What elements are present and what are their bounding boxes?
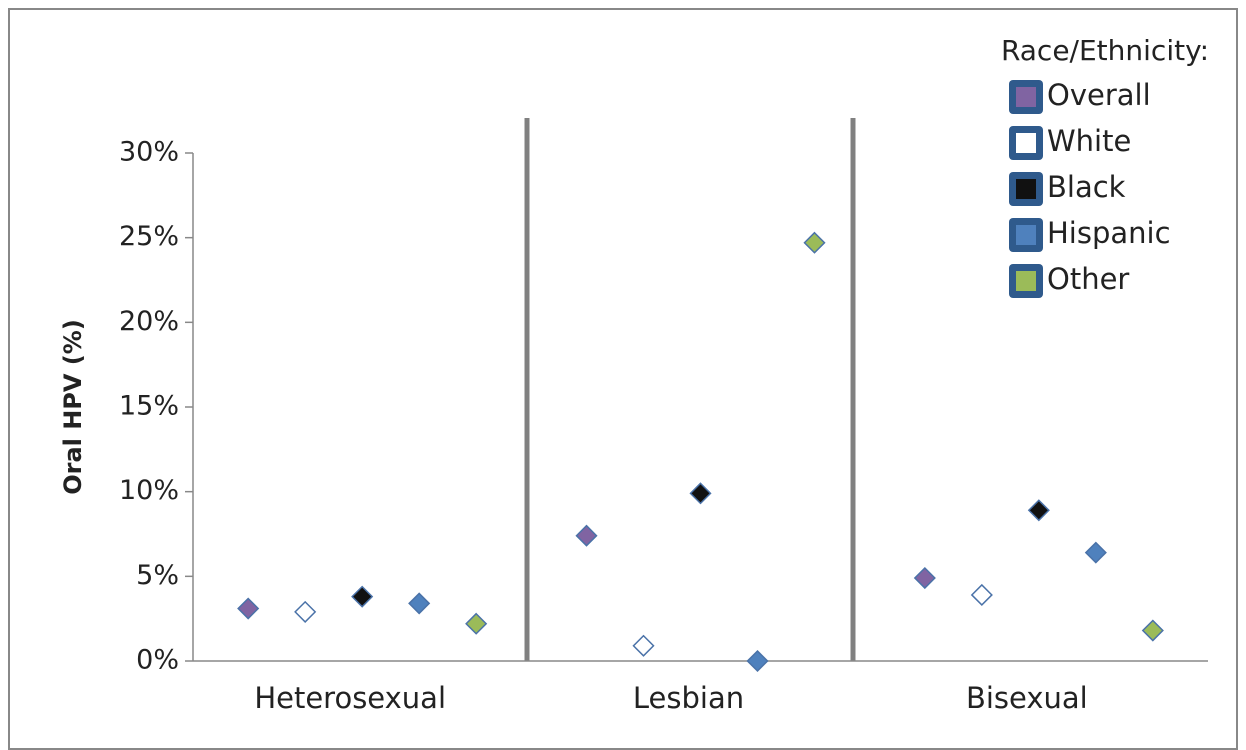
legend-label: White xyxy=(1047,124,1131,158)
legend-swatch xyxy=(1014,223,1038,247)
data-point xyxy=(408,592,431,615)
legend-label: Other xyxy=(1047,262,1129,296)
data-point xyxy=(351,585,374,608)
data-point xyxy=(632,634,655,657)
data-point xyxy=(1027,499,1050,522)
data-point xyxy=(237,597,260,620)
y-tick-label: 0% xyxy=(136,645,179,676)
data-point xyxy=(689,482,712,505)
data-point xyxy=(294,600,317,623)
y-tick-label: 10% xyxy=(119,475,179,506)
legend-label: Hispanic xyxy=(1047,216,1171,250)
legend-swatch xyxy=(1014,85,1038,109)
y-tick-label: 15% xyxy=(119,391,179,422)
data-point xyxy=(1141,619,1164,642)
data-point xyxy=(803,231,826,254)
y-tick-label: 5% xyxy=(136,560,179,591)
y-tick-label: 25% xyxy=(119,221,179,252)
x-tick-label: Heterosexual xyxy=(254,681,446,715)
legend-label: Overall xyxy=(1047,78,1151,112)
legend-swatch xyxy=(1014,269,1038,293)
data-point xyxy=(1084,541,1107,564)
data-point xyxy=(913,566,936,590)
legend-swatch xyxy=(1014,177,1038,201)
data-point xyxy=(970,583,993,607)
legend-label: Black xyxy=(1047,170,1126,204)
y-tick-label: 20% xyxy=(119,306,179,337)
legend-title: Race/Ethnicity: xyxy=(1001,34,1209,67)
x-tick-label: Bisexual xyxy=(966,681,1088,715)
data-point xyxy=(575,524,598,547)
legend-swatch xyxy=(1014,131,1038,155)
x-tick-label: Lesbian xyxy=(633,681,744,715)
data-point xyxy=(465,612,488,635)
data-point xyxy=(746,649,769,673)
y-axis-title: Oral HPV (%) xyxy=(59,319,87,495)
y-tick-label: 30% xyxy=(119,137,179,168)
